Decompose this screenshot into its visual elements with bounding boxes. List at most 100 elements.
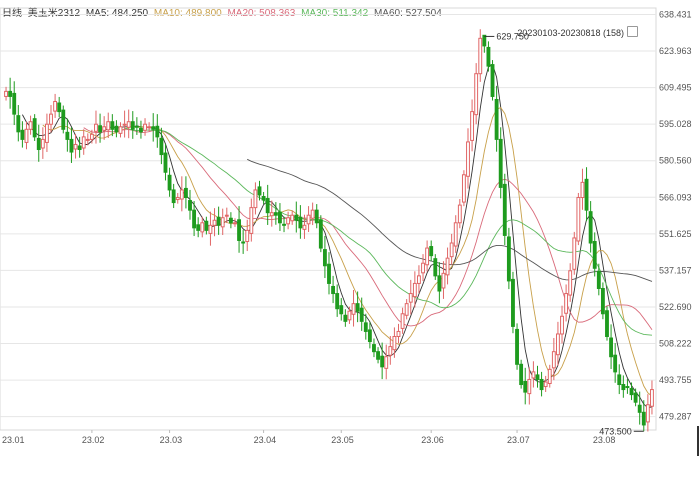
ma20-line <box>83 127 653 331</box>
y-tick-label: 609.495 <box>659 83 692 93</box>
candle-body <box>502 183 507 236</box>
ma30-line <box>124 127 653 336</box>
candle-body <box>179 189 184 200</box>
candle-body <box>24 128 29 143</box>
date-range[interactable]: 20230103-20230818 (158) <box>517 26 638 38</box>
candle-body <box>16 115 21 133</box>
candle-body <box>224 214 229 217</box>
y-tick-label: 566.093 <box>659 192 692 202</box>
candle-body <box>253 189 258 209</box>
candle-body <box>155 125 160 138</box>
candle-body <box>596 270 601 289</box>
candle-body <box>216 216 221 226</box>
candle-body <box>408 293 413 303</box>
high-annotation: 629.750 <box>496 31 529 41</box>
candle-body <box>511 278 515 327</box>
ma10-line <box>42 107 653 397</box>
ma5-label: MA5: 484.250 <box>85 8 149 19</box>
candle-body <box>212 219 217 226</box>
candle-body <box>273 212 278 216</box>
candle-body <box>384 356 389 369</box>
candle-body <box>449 242 454 258</box>
x-tick-label: 23.06 <box>421 435 444 445</box>
candle-body <box>130 121 135 130</box>
candle-body <box>237 219 241 241</box>
ma60-label: MA60: 527.504 <box>373 8 442 19</box>
candle-body <box>412 282 417 298</box>
grid <box>0 7 699 456</box>
candle-body <box>261 196 266 201</box>
candle-body <box>396 330 401 338</box>
x-tick-label: 23.04 <box>254 435 277 445</box>
candle-body <box>564 293 569 314</box>
chart-legend: 日线 美玉米2312 MA5: 484.250 MA10: 489.800 MA… <box>2 4 445 20</box>
candle-body <box>441 272 446 289</box>
candle-body <box>12 92 17 115</box>
candle-body <box>351 303 356 315</box>
candle-body <box>94 123 98 132</box>
x-tick-label: 23.02 <box>82 435 105 445</box>
candle-body <box>290 214 295 222</box>
ma10-label: MA10: 489.800 <box>153 8 222 19</box>
x-tick-label: 23.03 <box>160 435 183 445</box>
candle-body <box>400 313 405 329</box>
candle-body <box>543 381 548 388</box>
candle-body <box>388 346 393 356</box>
candle-body <box>404 303 409 316</box>
candle-body <box>470 111 475 141</box>
candle-body <box>580 181 585 199</box>
y-tick-label: 479.287 <box>659 412 692 422</box>
candle-body <box>32 118 37 138</box>
candle-body <box>65 131 70 140</box>
candle-body <box>257 186 262 196</box>
candle-body <box>233 222 237 225</box>
candle-body <box>139 127 143 133</box>
candle-body <box>200 222 205 233</box>
candle-body <box>147 126 152 129</box>
candle-body <box>474 73 479 116</box>
candle-body <box>310 209 315 219</box>
candle-body <box>102 126 107 131</box>
candle-body <box>637 404 642 413</box>
ma30-label: MA30: 511.342 <box>301 8 369 19</box>
candle-body <box>355 303 360 312</box>
candle-body <box>208 224 213 234</box>
candle-body <box>327 263 331 284</box>
candle-body <box>372 344 376 353</box>
candle-body <box>457 204 462 224</box>
candle-body <box>519 363 524 386</box>
lock-icon[interactable] <box>627 26 638 37</box>
candle-body <box>241 241 246 244</box>
date-range-label: 20230103-20230818 (158) <box>517 28 624 38</box>
candle-body <box>576 197 581 242</box>
x-tick-label: 23.05 <box>331 435 354 445</box>
y-tick-label: 493.755 <box>659 375 692 385</box>
symbol-label: 美玉米2312 <box>27 8 81 19</box>
candle-body <box>175 197 180 201</box>
candle-body <box>286 217 291 225</box>
candle-body <box>318 219 323 249</box>
candle-body <box>339 305 344 315</box>
candle-body <box>629 388 634 396</box>
candle-body <box>461 174 466 203</box>
candle-body <box>81 136 86 149</box>
x-tick-label: 23.07 <box>507 435 530 445</box>
y-tick-label: 638.431 <box>659 9 692 19</box>
x-tick-label: 23.08 <box>593 435 616 445</box>
candle-body <box>613 354 618 373</box>
candle-body <box>331 285 336 295</box>
candle-body <box>531 371 536 379</box>
y-tick-label: 623.963 <box>659 46 692 56</box>
candle-body <box>49 113 53 125</box>
x-tick-label: 23.01 <box>2 435 25 445</box>
y-tick-label: 551.625 <box>659 229 692 239</box>
candle-body <box>294 214 299 221</box>
candle-body <box>53 100 58 112</box>
candle-body <box>220 217 225 228</box>
candle-body <box>143 123 147 131</box>
candle-body <box>8 90 13 97</box>
candle-body <box>650 389 654 407</box>
candle-body <box>478 37 483 75</box>
candle-body <box>609 337 614 358</box>
